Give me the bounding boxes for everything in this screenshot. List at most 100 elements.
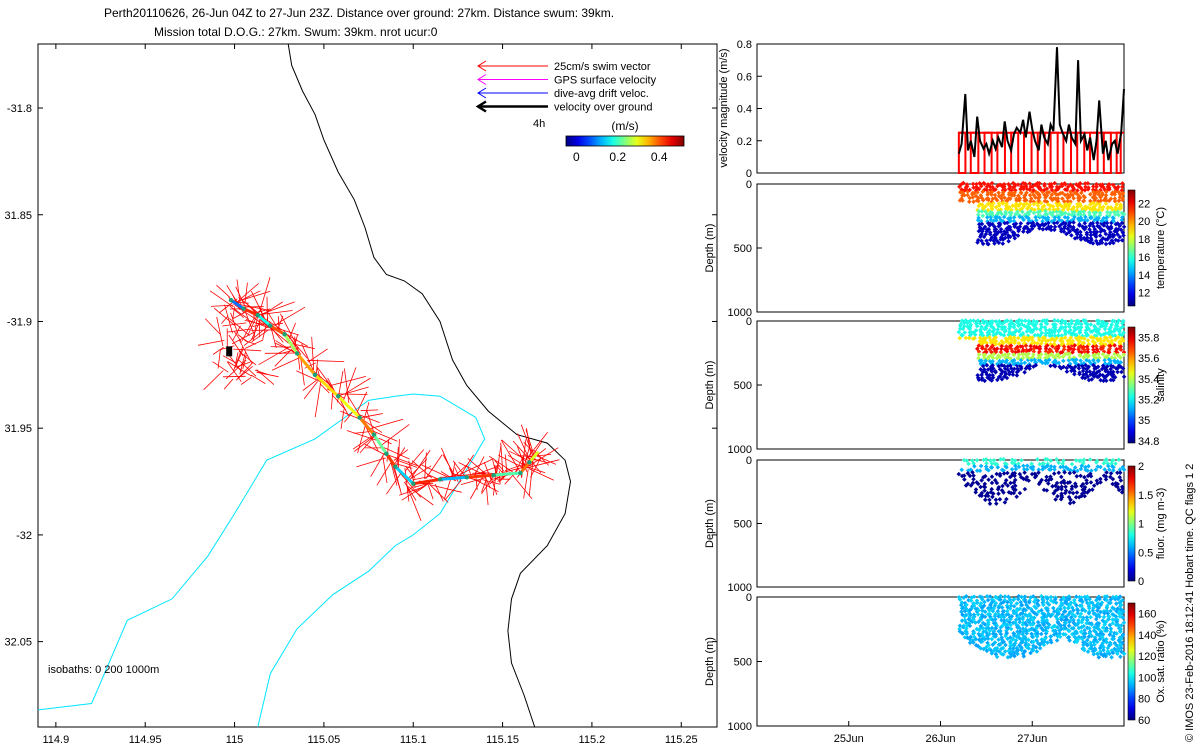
profile-point	[1086, 326, 1091, 332]
profile-point	[1114, 643, 1119, 648]
profile-point	[1056, 333, 1061, 338]
track-segment	[337, 395, 361, 419]
profile-point	[1049, 333, 1055, 338]
profile-point	[1024, 467, 1030, 472]
profile-point	[1073, 458, 1079, 463]
profile-point	[971, 473, 976, 478]
profile-point	[993, 617, 998, 622]
profile-point	[1074, 603, 1079, 608]
profile-point	[987, 373, 993, 378]
profile-point	[1021, 463, 1026, 469]
profile-point	[1069, 318, 1074, 324]
profile-point	[1013, 483, 1018, 489]
date-x-tick-label: 26Jun	[926, 733, 956, 745]
profile-point	[1052, 318, 1057, 323]
profile-point	[1100, 634, 1105, 640]
profile-point	[978, 616, 984, 622]
profile-point	[1056, 354, 1062, 360]
profile-point	[1068, 224, 1073, 229]
profile-point	[1006, 238, 1011, 244]
depth-y-tick-label: 0	[746, 316, 752, 328]
profile-point	[993, 335, 999, 340]
profile-point	[1049, 330, 1054, 335]
swim-vector	[354, 434, 377, 452]
profile-point	[1071, 196, 1076, 201]
profile-point	[1108, 608, 1113, 614]
profile-point	[1062, 480, 1067, 486]
profile-point	[1057, 628, 1062, 633]
profile-point	[1072, 597, 1077, 603]
profile-point	[1084, 232, 1090, 237]
profile-point	[1019, 458, 1024, 463]
profile-point	[1021, 467, 1027, 472]
profile-point	[1085, 347, 1090, 352]
profile-point	[1046, 357, 1052, 363]
profile-point	[1121, 211, 1127, 217]
profile-point	[1111, 636, 1116, 642]
profile-point	[956, 471, 962, 477]
profile-point	[965, 471, 971, 476]
profile-point	[1037, 195, 1042, 200]
profile-point	[1004, 496, 1009, 502]
swim-vector	[425, 454, 443, 480]
profile-point	[1110, 481, 1115, 487]
profile-point	[1002, 329, 1008, 334]
profile-point	[1002, 594, 1008, 599]
profile-point	[983, 457, 989, 462]
depth-y-tick-label: 1000	[728, 582, 752, 594]
colorbar-tick-label: 0	[1138, 576, 1144, 588]
profile-point	[1114, 186, 1120, 192]
profile-point	[1085, 366, 1090, 371]
swim-vector	[234, 303, 271, 312]
profile-point	[1033, 645, 1039, 650]
profile-point	[1111, 216, 1116, 221]
profile-point	[1048, 227, 1054, 233]
colorbar-tick-label: 35.8	[1138, 332, 1159, 344]
profile-point	[1030, 622, 1036, 627]
profile-point	[994, 654, 1000, 660]
profile-point	[1062, 210, 1068, 216]
profile-point	[1009, 467, 1015, 472]
profile-point	[1072, 614, 1078, 619]
profile-point	[960, 631, 966, 636]
profile-point	[1109, 192, 1115, 197]
profile-point	[1032, 223, 1037, 229]
depth-colorbar	[1127, 465, 1136, 582]
swim-vector	[434, 483, 444, 502]
profile-point	[1055, 616, 1060, 622]
profile-point	[1060, 464, 1066, 470]
profile-point	[1049, 192, 1055, 197]
profile-point	[1054, 220, 1060, 225]
legend-label: GPS surface velocity	[554, 75, 657, 87]
profile-point	[1061, 344, 1067, 349]
profile-point	[1067, 355, 1072, 360]
profile-point	[1035, 341, 1040, 346]
profile-point	[1078, 209, 1084, 215]
profile-point	[989, 378, 994, 383]
profile-point	[996, 491, 1001, 496]
profile-point	[957, 623, 963, 629]
swim-vector	[536, 455, 557, 465]
profile-point	[1023, 343, 1029, 349]
profile-point	[989, 636, 995, 642]
profile-point	[1012, 653, 1017, 659]
profile-point	[1099, 240, 1105, 245]
profile-point	[975, 643, 981, 649]
profile-point	[1107, 186, 1112, 192]
colorbar-tick-label: 35.6	[1138, 353, 1159, 365]
profile-point	[956, 329, 962, 335]
profile-point	[987, 497, 992, 503]
profile-point	[1104, 457, 1109, 462]
profile-point	[971, 603, 977, 608]
profile-point	[1080, 368, 1086, 374]
profile-point	[1096, 318, 1102, 324]
swim-vector	[504, 464, 524, 472]
profile-point	[1081, 647, 1087, 653]
profile-point	[1044, 318, 1050, 323]
profile-point	[1087, 457, 1093, 462]
map-x-tick-label: 115.1	[400, 734, 427, 746]
profile-point	[993, 634, 998, 639]
profile-point	[1035, 203, 1041, 208]
profile-point	[986, 631, 992, 637]
profile-point	[1094, 184, 1099, 189]
